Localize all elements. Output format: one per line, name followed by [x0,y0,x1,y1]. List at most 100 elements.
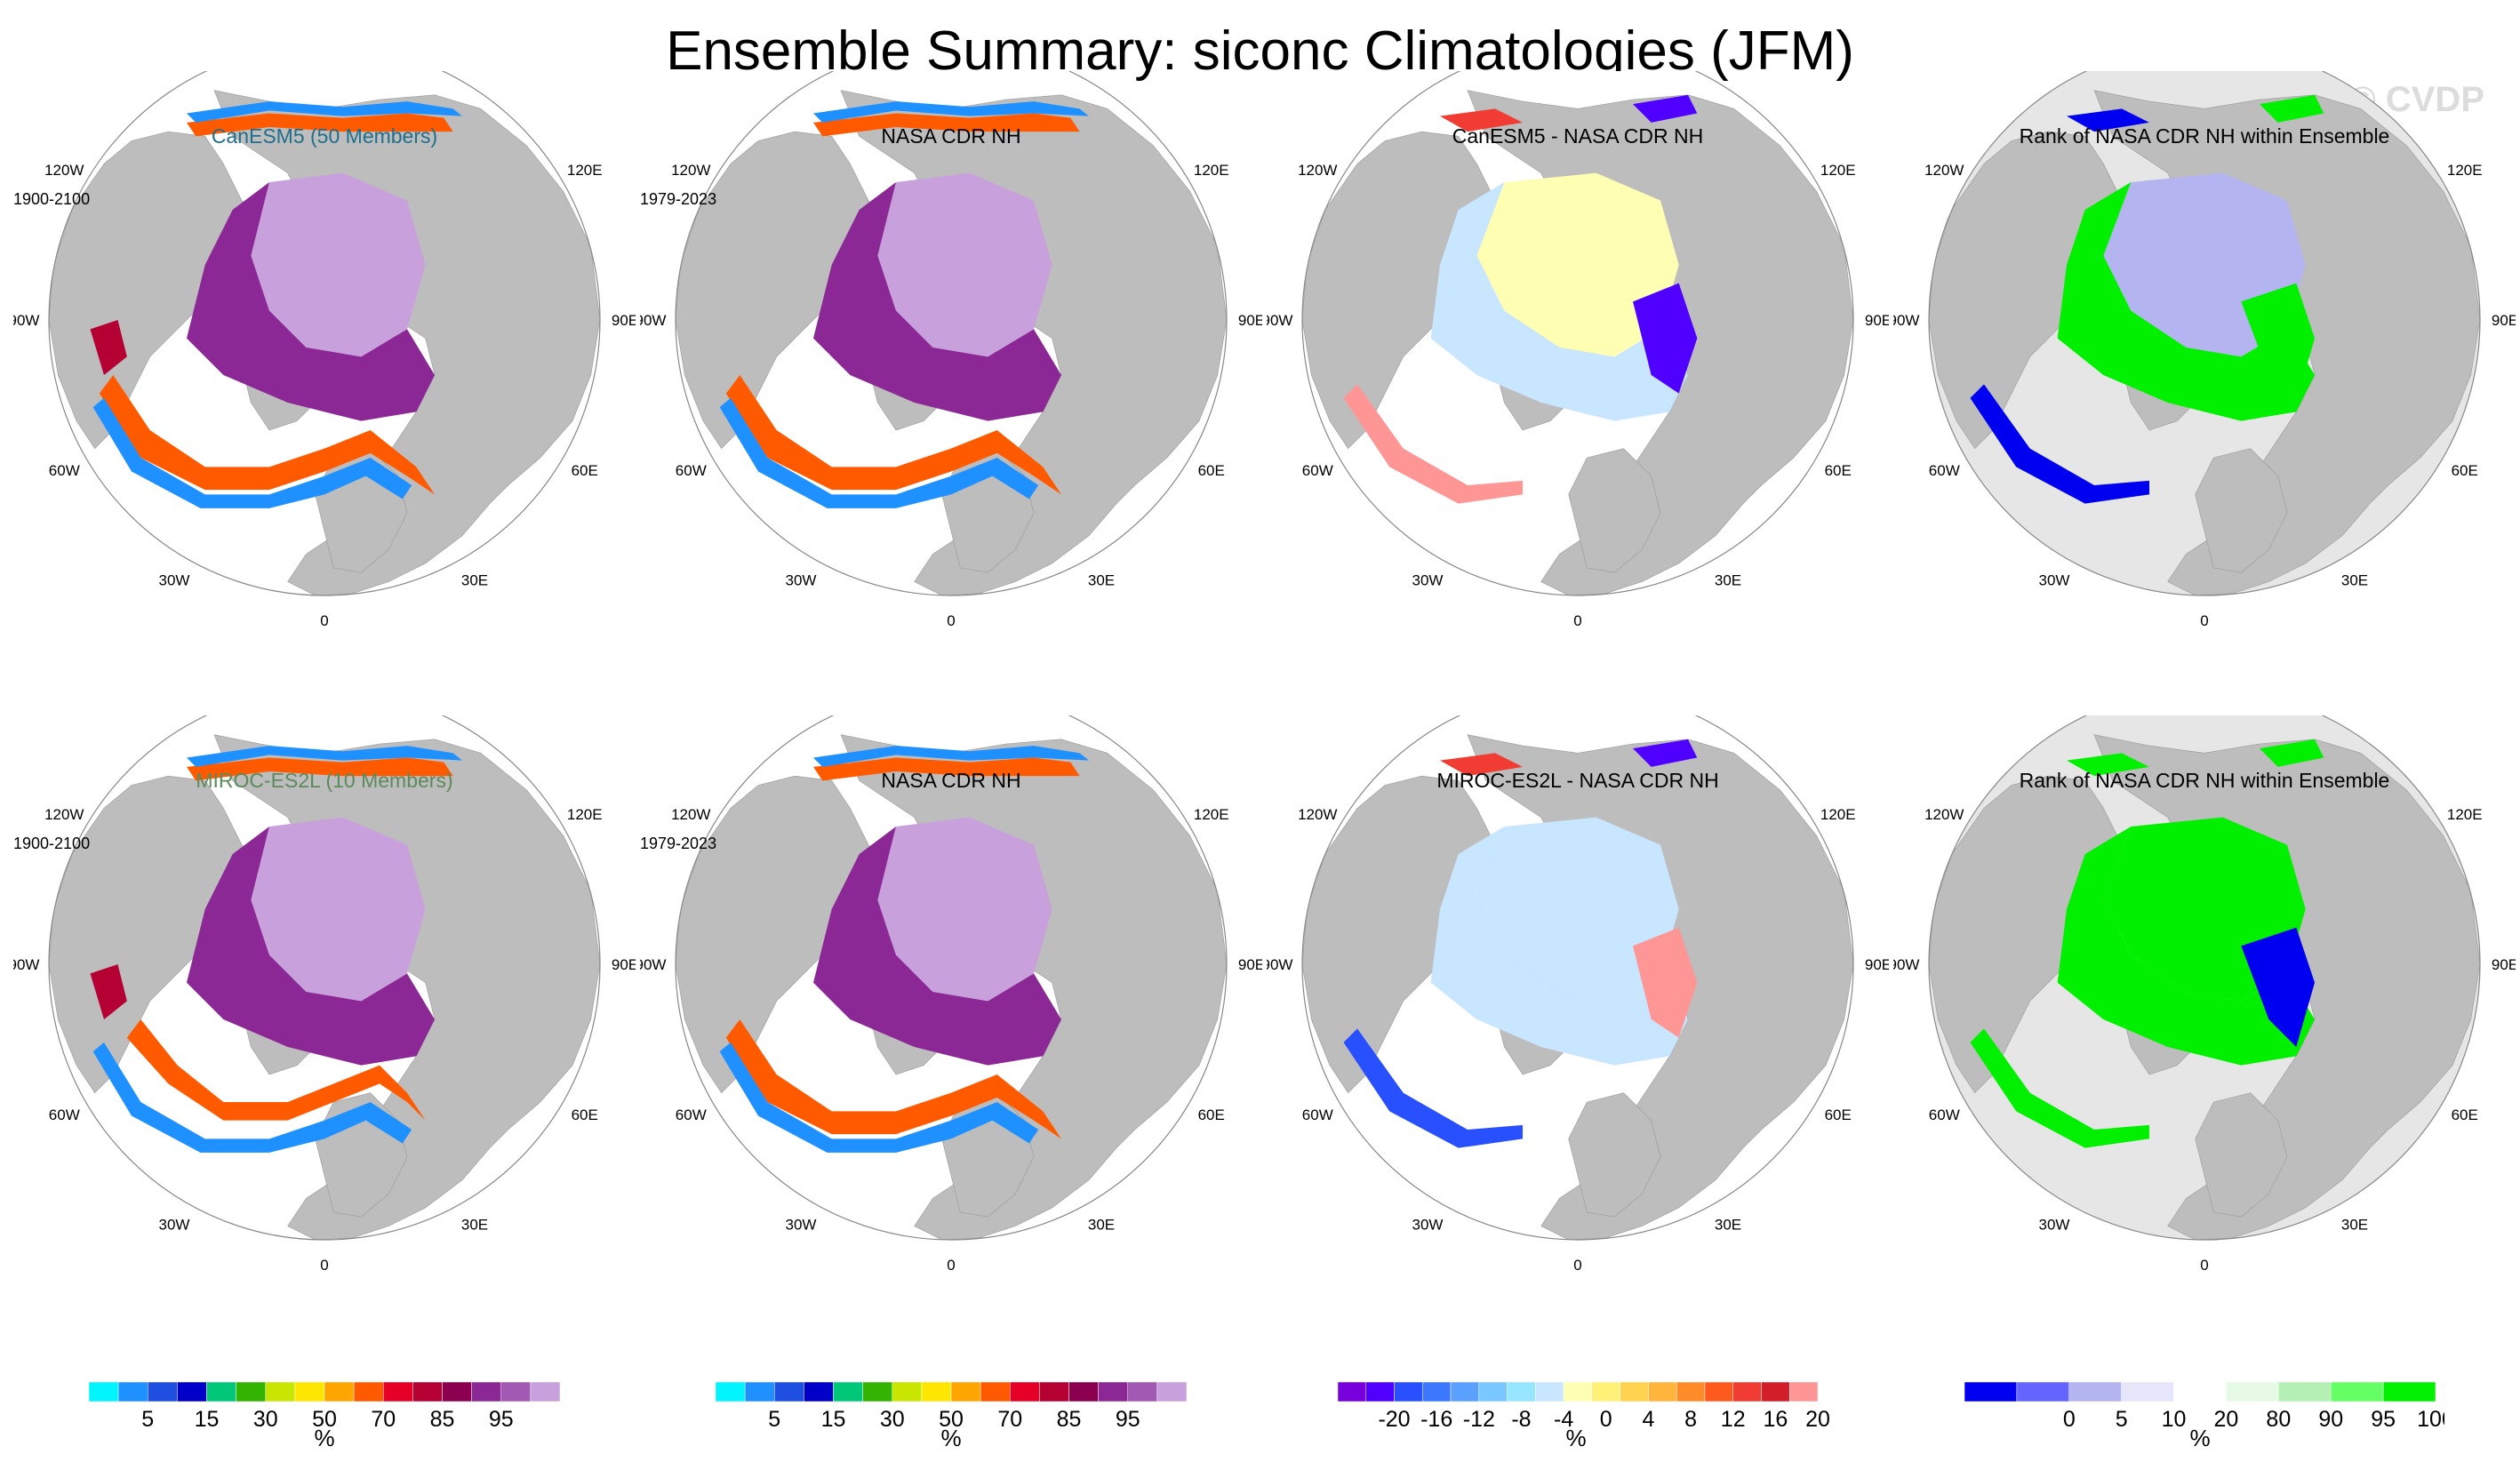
panel-title: MIROC-ES2L - NASA CDR NH [1436,769,1719,792]
colorbar-swatch [1450,1382,1480,1402]
colorbar-swatch [980,1382,1011,1402]
colorbar-tick-label: 80 [2266,1407,2291,1432]
longitude-label: 30W [159,1217,190,1234]
panel-title: NASA CDR NH [881,124,1021,148]
longitude-label: 60W [1929,1107,1960,1123]
polar-map: 180150E120E90E60E30E030W60W90W120W150W [13,715,636,1274]
longitude-label: 90W [1893,956,1919,973]
panel-title: Rank of NASA CDR NH within Ensemble [2019,769,2390,792]
polar-map: 180150E120E90E60E30E030W60W90W120W150W [1267,715,1889,1274]
colorbar-swatch [324,1382,355,1402]
colorbar-swatch [1507,1382,1536,1402]
longitude-label: 120W [1298,806,1337,823]
colorbar-tick-label: 15 [195,1407,220,1432]
longitude-label: 30W [1412,572,1444,589]
colorbar-tick-label: 4 [1642,1407,1654,1432]
longitude-label: 60W [49,1107,80,1123]
colorbar-swatch [2330,1382,2384,1402]
longitude-label: 120W [671,162,710,179]
colorbar-swatch [236,1382,266,1402]
colorbar-sic-2: 5 15 30 50 70 85 95 [716,1382,1188,1432]
longitude-label: 90W [1267,312,1292,329]
colorbar-swatch [2226,1382,2279,1402]
colorbar-swatch [2068,1382,2122,1402]
colorbar-swatch [177,1382,207,1402]
longitude-label: 90W [1893,312,1919,329]
longitude-label: 120E [1820,806,1856,823]
longitude-label: 60E [1825,1107,1852,1123]
longitude-label: 30W [2039,1217,2070,1234]
longitude-label: 90W [13,312,39,329]
colorbar-swatch [2382,1382,2436,1402]
panel-nasa-cdr-climatology-1: 180150E120E90E60E30E030W60W90W120W150W N… [640,71,1262,782]
colorbar-tick-label: 15 [821,1407,846,1432]
colorbar-tick-label: -16 [1420,1407,1452,1432]
longitude-label: 30E [2341,572,2368,589]
sea-ice-field [719,101,1089,508]
longitude-label: 0 [947,612,955,629]
longitude-label: 60E [572,1107,598,1123]
longitude-label: 0 [947,1257,955,1274]
longitude-label: 30E [1088,1217,1115,1234]
panel-title: CanESM5 (50 Members) [211,124,438,148]
panel-nasa-cdr-climatology-2: 180150E120E90E60E30E030W60W90W120W150W N… [640,715,1262,1426]
longitude-label: 60E [1825,462,1852,479]
colorbar-tick-label: 70 [371,1407,396,1432]
longitude-label: 90E [1238,312,1262,329]
colorbar-swatch [1676,1382,1706,1402]
longitude-label: 60E [2452,462,2478,479]
longitude-label: 120E [2447,806,2483,823]
longitude-label: 0 [1573,612,1581,629]
longitude-label: 60W [1929,462,1960,479]
colorbar-swatch [774,1382,804,1402]
longitude-label: 60W [1302,1107,1333,1123]
longitude-label: 0 [320,612,328,629]
colorbar-tick-label: 10 [2162,1407,2187,1432]
colorbar-swatch [1156,1382,1188,1402]
longitude-label: 120W [44,162,84,179]
colorbar-tick-label: 95 [2371,1407,2396,1432]
colorbar-swatch [471,1382,501,1402]
colorbar-swatch [530,1382,561,1402]
panel-title: MIROC-ES2L (10 Members) [196,769,453,792]
colorbar-tick-label: 5 [141,1407,154,1432]
sea-ice-field [1343,94,1698,504]
colorbar-tick-label: -12 [1463,1407,1495,1432]
longitude-label: 30E [1715,572,1741,589]
longitude-label: 90E [612,956,636,973]
longitude-label: 90W [13,956,39,973]
land-mass [2195,448,2288,573]
colorbar-rank: 0 5 10 20 80 90 95 100 [1964,1382,2444,1432]
sea-ice-field [1970,739,2324,1148]
colorbar-tick-label: 95 [489,1407,514,1432]
longitude-label: 60E [572,462,598,479]
colorbar-tick-label: 50 [939,1407,964,1432]
colorbar-swatch [2016,1382,2070,1402]
colorbar-tick-label: 50 [312,1407,337,1432]
longitude-label: 30E [461,572,488,589]
colorbar-tick-label: 30 [253,1407,278,1432]
colorbar-unit-3: % [1565,1425,1587,1451]
longitude-label: 120E [1820,162,1856,179]
longitude-label: 30E [1715,1217,1741,1234]
colorbar-swatch [892,1382,923,1402]
colorbar-swatch [1732,1382,1762,1402]
colorbar-swatch [1394,1382,1423,1402]
colorbar-swatch [2173,1382,2227,1402]
longitude-label: 60E [1198,462,1225,479]
polar-map: 180150E120E90E60E30E030W60W90W120W150W [1893,715,2516,1274]
polar-map: 180150E120E90E60E30E030W60W90W120W150W [1267,71,1889,629]
colorbar-tick-label: -8 [1511,1407,1531,1432]
longitude-label: 90E [2492,956,2516,973]
longitude-label: 90E [1865,956,1889,973]
longitude-label: 30W [2039,572,2070,589]
longitude-label: 90E [612,312,636,329]
longitude-label: 90W [1267,956,1292,973]
colorbar-swatch [1591,1382,1620,1402]
longitude-label: 90E [2492,312,2516,329]
longitude-label: 120W [671,806,710,823]
longitude-label: 60W [49,462,80,479]
colorbar-swatch [1068,1382,1099,1402]
longitude-label: 120W [1298,162,1337,179]
colorbar-swatch [442,1382,472,1402]
